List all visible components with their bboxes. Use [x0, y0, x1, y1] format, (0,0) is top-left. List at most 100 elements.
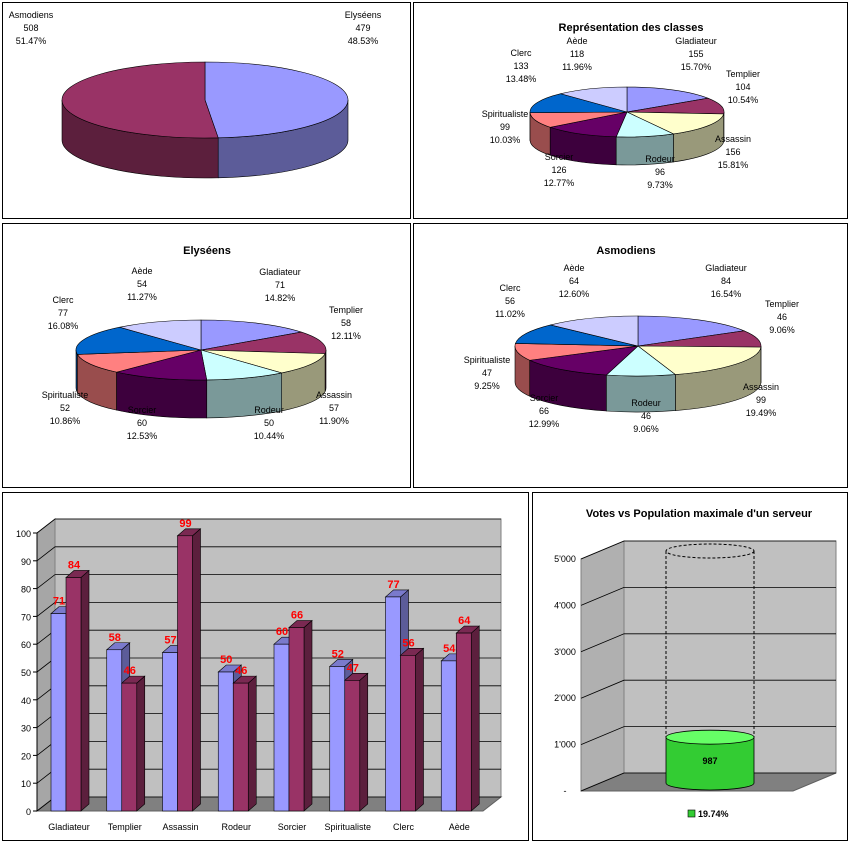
- pie-label-assassin: Assassin: [316, 390, 352, 400]
- gridline: [36, 602, 501, 617]
- pie-slice-spiritualiste: [76, 349, 202, 373]
- bar-clerc-2: [400, 655, 416, 812]
- pie-percent-sorcier: 12.77%: [544, 178, 575, 188]
- pie-percent-sorcier: 12.53%: [127, 431, 158, 441]
- bar-data-label: 77: [387, 579, 399, 591]
- pie-value-rodeur: 96: [655, 167, 665, 177]
- pie-slice-clerc: [515, 324, 639, 347]
- pie-panel-factions: Elyséens 479 48.53% Asmodiens 508 51.47%: [2, 2, 411, 219]
- pie-value-gladiateur: 84: [721, 276, 731, 286]
- pie-percent-sorcier: 12.99%: [529, 419, 560, 429]
- pie-label-gladiateur: Gladiateur: [259, 267, 301, 277]
- x-tick-label: Spiritualiste: [324, 822, 371, 832]
- y-tick-label: 4'000: [554, 600, 576, 610]
- pie-percent-gladiateur: 15.70%: [681, 62, 712, 72]
- bar-spiritualiste-1: [329, 666, 346, 812]
- pie-value-spiritualiste: 47: [482, 368, 492, 378]
- bar-data-label: 54: [443, 643, 456, 655]
- pie-value-spiritualiste: 52: [60, 403, 70, 413]
- y-tick-label: 30: [21, 724, 31, 734]
- pie-value-templier: 46: [777, 312, 787, 322]
- chart-title: Asmodiens: [596, 245, 655, 257]
- y-tick-label: 70: [21, 612, 31, 622]
- x-tick-label: Gladiateur: [48, 822, 90, 832]
- pie-value-sorcier: 66: [539, 406, 549, 416]
- pie-value-templier: 58: [341, 318, 351, 328]
- pie-percent-rodeur: 9.73%: [647, 180, 673, 190]
- pie-percent-templier: 12.11%: [331, 331, 361, 341]
- pie-value-assassin: 99: [756, 395, 766, 405]
- pie-value-elyseens: 479: [355, 23, 370, 33]
- pie-percent-clerc: 16.08%: [48, 321, 79, 331]
- pie-slice-templier: [200, 331, 327, 354]
- bar-data-label: 50: [220, 654, 232, 666]
- plot-side-wall: [580, 540, 625, 792]
- bar-data-label: 64: [458, 615, 471, 627]
- bar-templier-1: [106, 649, 123, 812]
- gridline: [36, 574, 501, 589]
- gridline: [580, 540, 836, 560]
- bar-data-label: 57: [164, 635, 176, 647]
- bar-side: [359, 672, 369, 812]
- pie-value-aede: 64: [569, 276, 579, 286]
- bar-aede-2: [455, 632, 472, 812]
- pie-value-rodeur: 46: [641, 411, 651, 421]
- y-tick-label: 0: [26, 807, 31, 817]
- bar-side: [303, 619, 313, 812]
- pie-slice-elyseens: [204, 61, 349, 139]
- bar-gladiateur-1: [50, 613, 67, 812]
- bar-side: [247, 675, 257, 812]
- pie-label-templier: Templier: [726, 69, 760, 79]
- pie-percent-clerc: 11.02%: [495, 309, 525, 319]
- pie-label-templier: Templier: [765, 299, 799, 309]
- pie-slice-aede: [560, 86, 628, 113]
- pie-label-rodeur: Rodeur: [645, 154, 675, 164]
- bar-assassin-2: [177, 535, 193, 812]
- pie-slice-sorcier: [549, 111, 628, 138]
- pie-value-clerc: 133: [513, 61, 528, 71]
- bar-assassin-1: [162, 652, 178, 812]
- pie-value-spiritualiste: 99: [500, 122, 510, 132]
- pie-slice-assassin: [626, 111, 725, 135]
- y-tick-label: 20: [21, 751, 31, 761]
- chart-title: Votes vs Population maximale d'un serveu…: [586, 508, 813, 520]
- pie-panel-elyseens: Elyséens Gladiateur 71 14.82% Templier 58 12.1…: [2, 223, 411, 488]
- y-tick-label: 3'000: [554, 647, 576, 657]
- pie-slice-assassin: [200, 349, 326, 374]
- bar-side: [136, 675, 146, 812]
- pie-label-sorcier: Sorcier: [545, 152, 574, 162]
- y-tick-label: 40: [21, 696, 31, 706]
- pie-label-templier: Templier: [329, 305, 363, 315]
- pie-value-gladiateur: 155: [688, 49, 703, 59]
- pie-label-rodeur: Rodeur: [254, 405, 284, 415]
- pie-chart-factions: Elyséens 479 48.53% Asmodiens 508 51.47%: [9, 10, 382, 179]
- bar-spiritualiste-2: [344, 680, 361, 812]
- pie-slice-assassin: [637, 345, 762, 375]
- pie-label-sorcier: Sorcier: [128, 405, 157, 415]
- chart-title: Représentation des classes: [559, 22, 704, 34]
- pie-slice-gladiateur: [637, 315, 746, 347]
- capacity-top: [665, 543, 755, 559]
- pie-percent-aede: 12.60%: [559, 289, 590, 299]
- cylinder-chart-votes: Votes vs Population maximale d'un serveu…: [554, 508, 837, 819]
- pie-label-clerc: Clerc: [510, 48, 532, 58]
- pie-percent-assassin: 15.81%: [718, 160, 749, 170]
- bar-sorcier-1: [273, 643, 290, 812]
- pie-label-aede: Aède: [566, 36, 587, 46]
- pie-value-clerc: 77: [58, 308, 68, 318]
- bar-templier-2: [121, 682, 138, 812]
- pie-slice-aede: [119, 319, 202, 351]
- pie-value-assassin: 57: [329, 403, 339, 413]
- pie-percent-clerc: 13.48%: [506, 74, 537, 84]
- gridline: [36, 518, 501, 534]
- bar-data-label: 84: [68, 559, 81, 571]
- y-tick-label: 90: [21, 557, 31, 567]
- bar-rodeur-2: [232, 682, 249, 812]
- pie-percent-templier: 10.54%: [728, 95, 759, 105]
- pie-value-clerc: 56: [505, 296, 515, 306]
- gridline: [580, 679, 836, 699]
- bar-side: [192, 528, 201, 812]
- y-tick-label: 1'000: [554, 740, 576, 750]
- x-tick-label: Rodeur: [221, 822, 251, 832]
- pie-chart-elyseens: Elyséens Gladiateur 71 14.82% Templier 58 12.1…: [42, 245, 363, 441]
